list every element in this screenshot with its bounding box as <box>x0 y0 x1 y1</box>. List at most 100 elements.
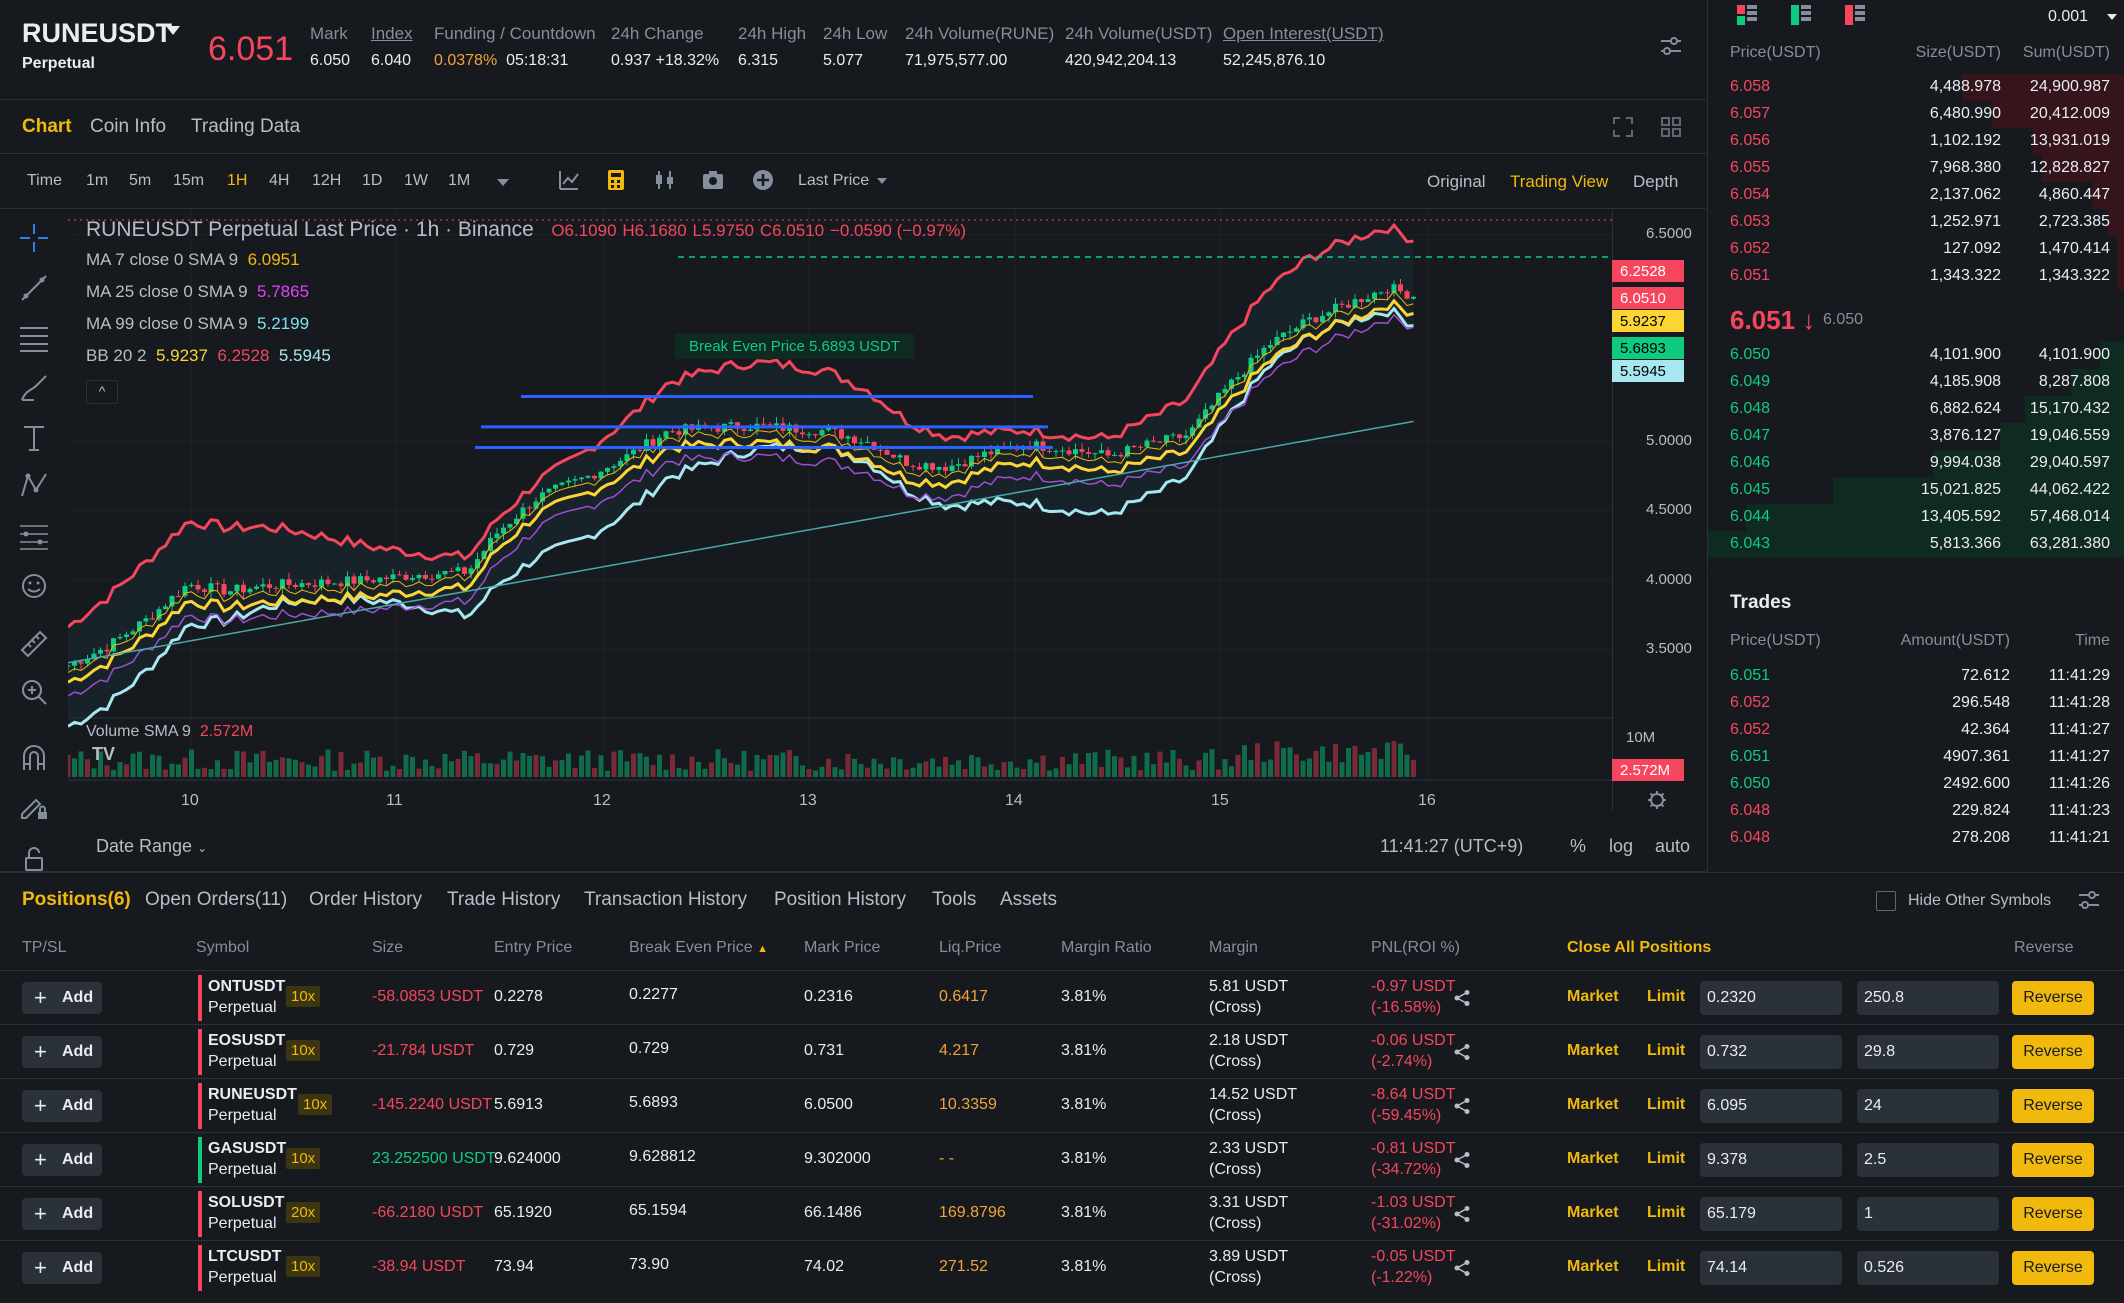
precision-select[interactable]: 0.001 <box>2048 8 2089 25</box>
price-axis[interactable] <box>1612 210 1706 810</box>
margin-mode[interactable]: (Cross) <box>1209 1269 1262 1286</box>
chevron-down-icon[interactable] <box>877 178 887 184</box>
trend-line-icon[interactable] <box>18 272 50 304</box>
close-price-input[interactable]: 74.14 <box>1700 1251 1842 1285</box>
date-range-button[interactable]: Date Range ⌄ <box>96 836 208 856</box>
timeframe-12h[interactable]: 12H <box>312 172 342 189</box>
add-tpsl-button[interactable]: + Add <box>22 1090 102 1122</box>
bid-row[interactable]: 6.050 4,101.900 4,101.900 <box>1708 342 2124 369</box>
tab-coin-info[interactable]: Coin Info <box>90 116 167 137</box>
ask-row[interactable]: 6.058 4,488.978 24,900.987 <box>1708 74 2124 101</box>
bid-row[interactable]: 6.046 9,994.038 29,040.597 <box>1708 450 2124 477</box>
candlestick-type-icon[interactable] <box>654 169 676 191</box>
reverse-button[interactable]: Reverse <box>2012 981 2094 1015</box>
layout-grid-icon[interactable] <box>1660 116 1682 138</box>
close-price-input[interactable]: 6.095 <box>1700 1089 1842 1123</box>
tab-positions[interactable]: Positions(6) <box>22 889 131 910</box>
add-tpsl-button[interactable]: + Add <box>22 1036 102 1068</box>
tab-tools[interactable]: Tools <box>932 889 977 910</box>
timeframe-15m[interactable]: 15m <box>173 172 205 189</box>
ob-mid-price[interactable]: 6.051 ↓ <box>1730 305 1816 335</box>
leverage-badge[interactable]: 20x <box>286 1202 321 1223</box>
tab-position-history[interactable]: Position History <box>774 889 906 910</box>
position-symbol[interactable]: LTCUSDT <box>208 1248 282 1265</box>
add-tpsl-button[interactable]: + Add <box>22 1252 102 1284</box>
add-tpsl-button[interactable]: + Add <box>22 1144 102 1176</box>
auto-scale-toggle[interactable]: auto <box>1655 836 1691 856</box>
legend-ma7[interactable]: MA 7 close 0 SMA 9 6.0951 <box>86 250 300 269</box>
close-limit-button[interactable]: Limit <box>1647 1204 1686 1221</box>
timeframe-1d[interactable]: 1D <box>362 172 383 189</box>
expand-icon[interactable] <box>1612 116 1634 138</box>
close-market-button[interactable]: Market <box>1567 988 1619 1005</box>
collapse-legend-button[interactable]: ^ <box>86 380 118 404</box>
hide-other-symbols-checkbox[interactable] <box>1876 891 1896 911</box>
timeframe-1h[interactable]: 1H <box>227 172 248 189</box>
ask-row[interactable]: 6.051 1,343.322 1,343.322 <box>1708 263 2124 290</box>
symbol-selector[interactable]: RUNEUSDT <box>22 18 173 48</box>
timeframe-1w[interactable]: 1W <box>404 172 428 189</box>
timeframe-more-icon[interactable] <box>497 179 509 186</box>
close-limit-button[interactable]: Limit <box>1647 988 1686 1005</box>
ask-row[interactable]: 6.052 127.092 1,470.414 <box>1708 236 2124 263</box>
zoom-in-icon[interactable] <box>18 676 50 708</box>
magnet-icon[interactable] <box>18 742 50 774</box>
leverage-badge[interactable]: 10x <box>286 1256 321 1277</box>
add-indicator-icon[interactable] <box>752 169 774 191</box>
add-tpsl-button[interactable]: + Add <box>22 982 102 1014</box>
bid-row[interactable]: 6.049 4,185.908 8,287.808 <box>1708 369 2124 396</box>
tab-transaction-history[interactable]: Transaction History <box>584 889 747 910</box>
share-icon[interactable] <box>1453 1097 1471 1115</box>
brush-icon[interactable] <box>18 372 50 404</box>
reverse-button[interactable]: Reverse <box>2012 1197 2094 1231</box>
ask-row[interactable]: 6.054 2,137.062 4,860.447 <box>1708 182 2124 209</box>
camera-icon[interactable] <box>702 169 724 191</box>
ask-row[interactable]: 6.056 1,102.192 13,931.019 <box>1708 128 2124 155</box>
log-scale-toggle[interactable]: log <box>1609 836 1634 856</box>
timeframe-1m[interactable]: 1m <box>86 172 109 189</box>
view-original[interactable]: Original <box>1427 172 1486 191</box>
chevron-down-icon[interactable] <box>166 26 180 35</box>
close-price-input[interactable]: 0.732 <box>1700 1035 1842 1069</box>
orderbook-both-icon[interactable] <box>1736 4 1758 26</box>
margin-mode[interactable]: (Cross) <box>1209 1215 1262 1232</box>
close-market-button[interactable]: Market <box>1567 1204 1619 1221</box>
horizontal-lines-icon[interactable] <box>18 322 50 354</box>
stat-open-interest[interactable]: Open Interest(USDT) 52,245,876.10 <box>1223 24 1384 69</box>
margin-mode[interactable]: (Cross) <box>1209 999 1262 1016</box>
stat-index[interactable]: Index 6.040 <box>371 24 413 69</box>
calculator-icon[interactable] <box>606 169 626 191</box>
ruler-icon[interactable] <box>18 628 50 660</box>
share-icon[interactable] <box>1453 1259 1471 1277</box>
margin-mode[interactable]: (Cross) <box>1209 1053 1262 1070</box>
ask-row[interactable]: 6.055 7,968.380 12,828.827 <box>1708 155 2124 182</box>
price-chart[interactable] <box>68 210 1614 820</box>
col-break-even[interactable]: Break Even Price ▲ <box>629 939 768 956</box>
leverage-badge[interactable]: 10x <box>298 1094 333 1115</box>
reverse-button[interactable]: Reverse <box>2012 1143 2094 1177</box>
close-qty-input[interactable]: 24 <box>1857 1089 1999 1123</box>
ask-row[interactable]: 6.053 1,252.971 2,723.385 <box>1708 209 2124 236</box>
tab-trading-data[interactable]: Trading Data <box>191 116 301 137</box>
close-price-input[interactable]: 9.378 <box>1700 1143 1842 1177</box>
close-qty-input[interactable]: 0.526 <box>1857 1251 1999 1285</box>
percent-scale-toggle[interactable]: % <box>1570 836 1587 856</box>
lock-icon[interactable] <box>18 842 50 874</box>
emoji-icon[interactable] <box>18 570 50 602</box>
close-qty-input[interactable]: 250.8 <box>1857 981 1999 1015</box>
bid-row[interactable]: 6.047 3,876.127 19,046.559 <box>1708 423 2124 450</box>
ask-row[interactable]: 6.057 6,480.990 20,412.009 <box>1708 101 2124 128</box>
margin-mode[interactable]: (Cross) <box>1209 1107 1262 1124</box>
lock-pencil-icon[interactable] <box>18 790 50 822</box>
indicator-icon[interactable] <box>558 169 580 191</box>
tab-open-orders[interactable]: Open Orders(11) <box>145 889 288 910</box>
tab-chart[interactable]: Chart <box>22 116 72 137</box>
share-icon[interactable] <box>1453 1043 1471 1061</box>
close-market-button[interactable]: Market <box>1567 1096 1619 1113</box>
leverage-badge[interactable]: 10x <box>286 1148 321 1169</box>
add-tpsl-button[interactable]: + Add <box>22 1198 102 1230</box>
sliders-icon[interactable] <box>2078 890 2100 910</box>
close-market-button[interactable]: Market <box>1567 1150 1619 1167</box>
orderbook-asks-icon[interactable] <box>1844 4 1866 26</box>
legend-ma25[interactable]: MA 25 close 0 SMA 9 5.7865 <box>86 282 310 301</box>
